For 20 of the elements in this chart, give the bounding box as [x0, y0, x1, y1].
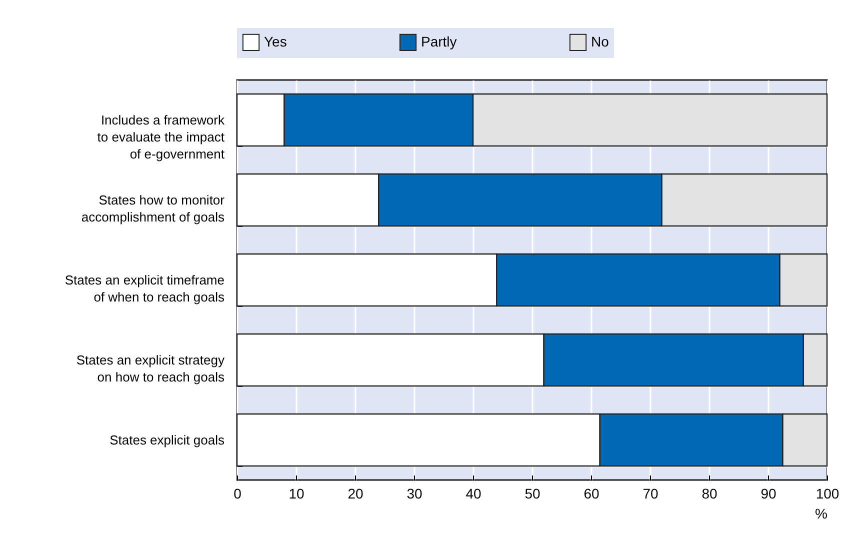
- y-tick-label: States explicit goals: [110, 432, 225, 448]
- x-tick-label: 20: [348, 486, 364, 502]
- legend-label: Yes: [264, 33, 287, 50]
- y-tick-label: States how to monitor accomplishment of goals: [81, 192, 226, 224]
- x-tick-label: 90: [760, 486, 776, 502]
- x-tick-label: 30: [406, 486, 422, 502]
- x-tick-label: 60: [584, 486, 600, 502]
- x-tick-label: 40: [466, 486, 482, 502]
- y-tick-label: Includes a framework to evaluate the impact of e-government: [97, 112, 225, 162]
- x-tick-label: 70: [642, 486, 658, 502]
- x-tick-label: 80: [702, 486, 718, 502]
- x-tick-label: 0: [234, 486, 242, 502]
- legend-label: Partly: [421, 33, 457, 50]
- x-tick-label: 10: [288, 486, 304, 502]
- x-tick-label: 100: [816, 486, 840, 502]
- legend-label: No: [591, 33, 610, 50]
- x-axis-title: %: [815, 506, 828, 522]
- y-tick-label: States an explicit timeframe of when to reach goals: [64, 272, 225, 304]
- x-tick-label: 50: [524, 486, 540, 502]
- y-tick-label: States an explicit strategy on how to reach goals: [76, 352, 225, 384]
